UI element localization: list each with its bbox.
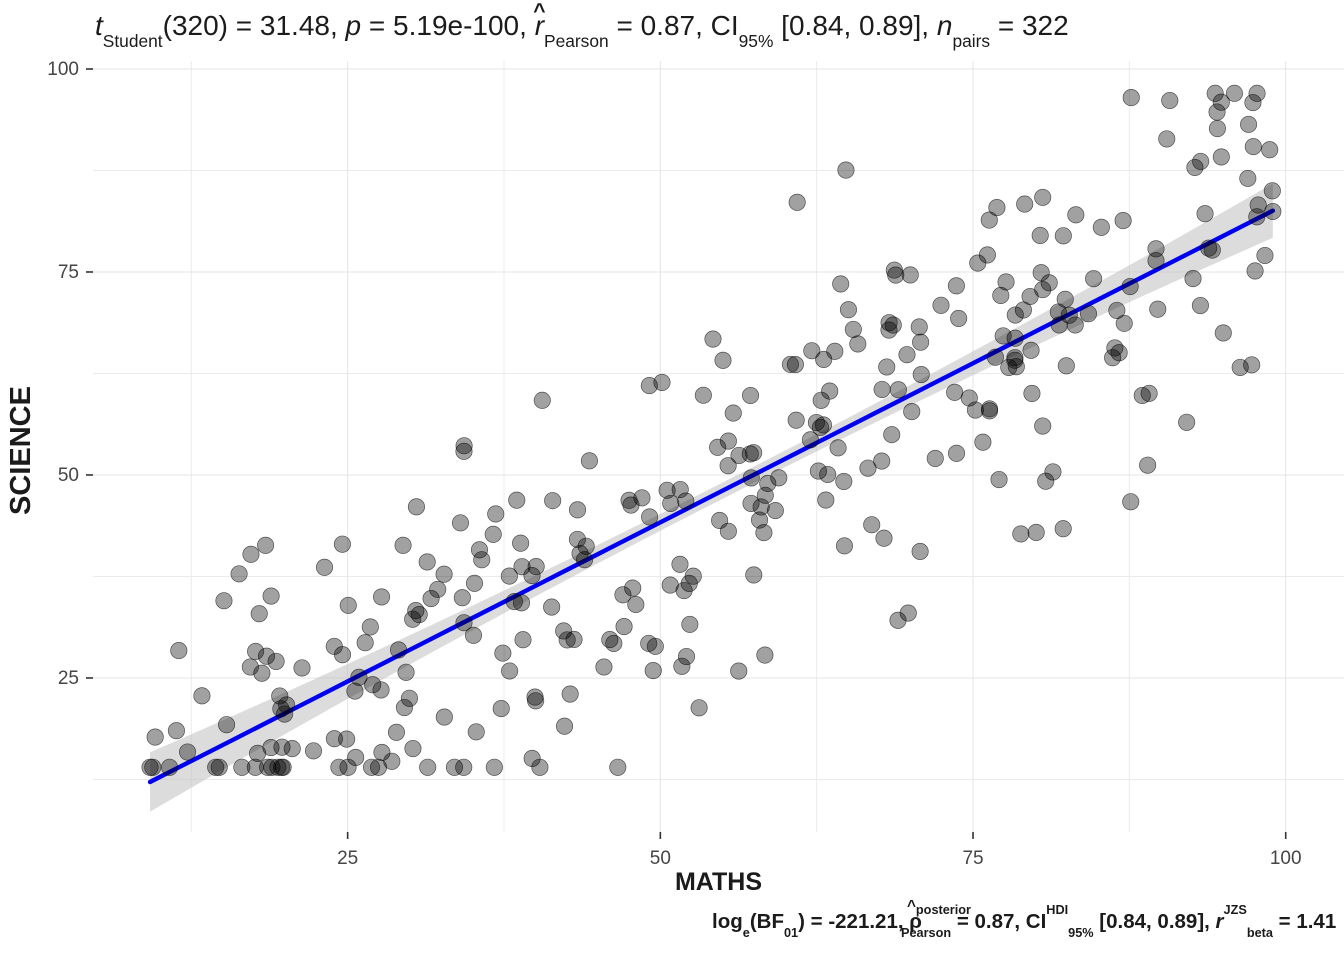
svg-text:25: 25 [58, 668, 79, 689]
svg-text:SCIENCE: SCIENCE [5, 386, 37, 515]
svg-text:50: 50 [58, 465, 79, 486]
svg-text:MATHS: MATHS [675, 868, 762, 896]
svg-text:25: 25 [337, 848, 358, 869]
svg-text:100: 100 [1270, 848, 1302, 869]
svg-text:75: 75 [58, 262, 79, 283]
svg-text:50: 50 [650, 848, 671, 869]
svg-text:100: 100 [47, 59, 79, 80]
svg-text:75: 75 [962, 848, 983, 869]
